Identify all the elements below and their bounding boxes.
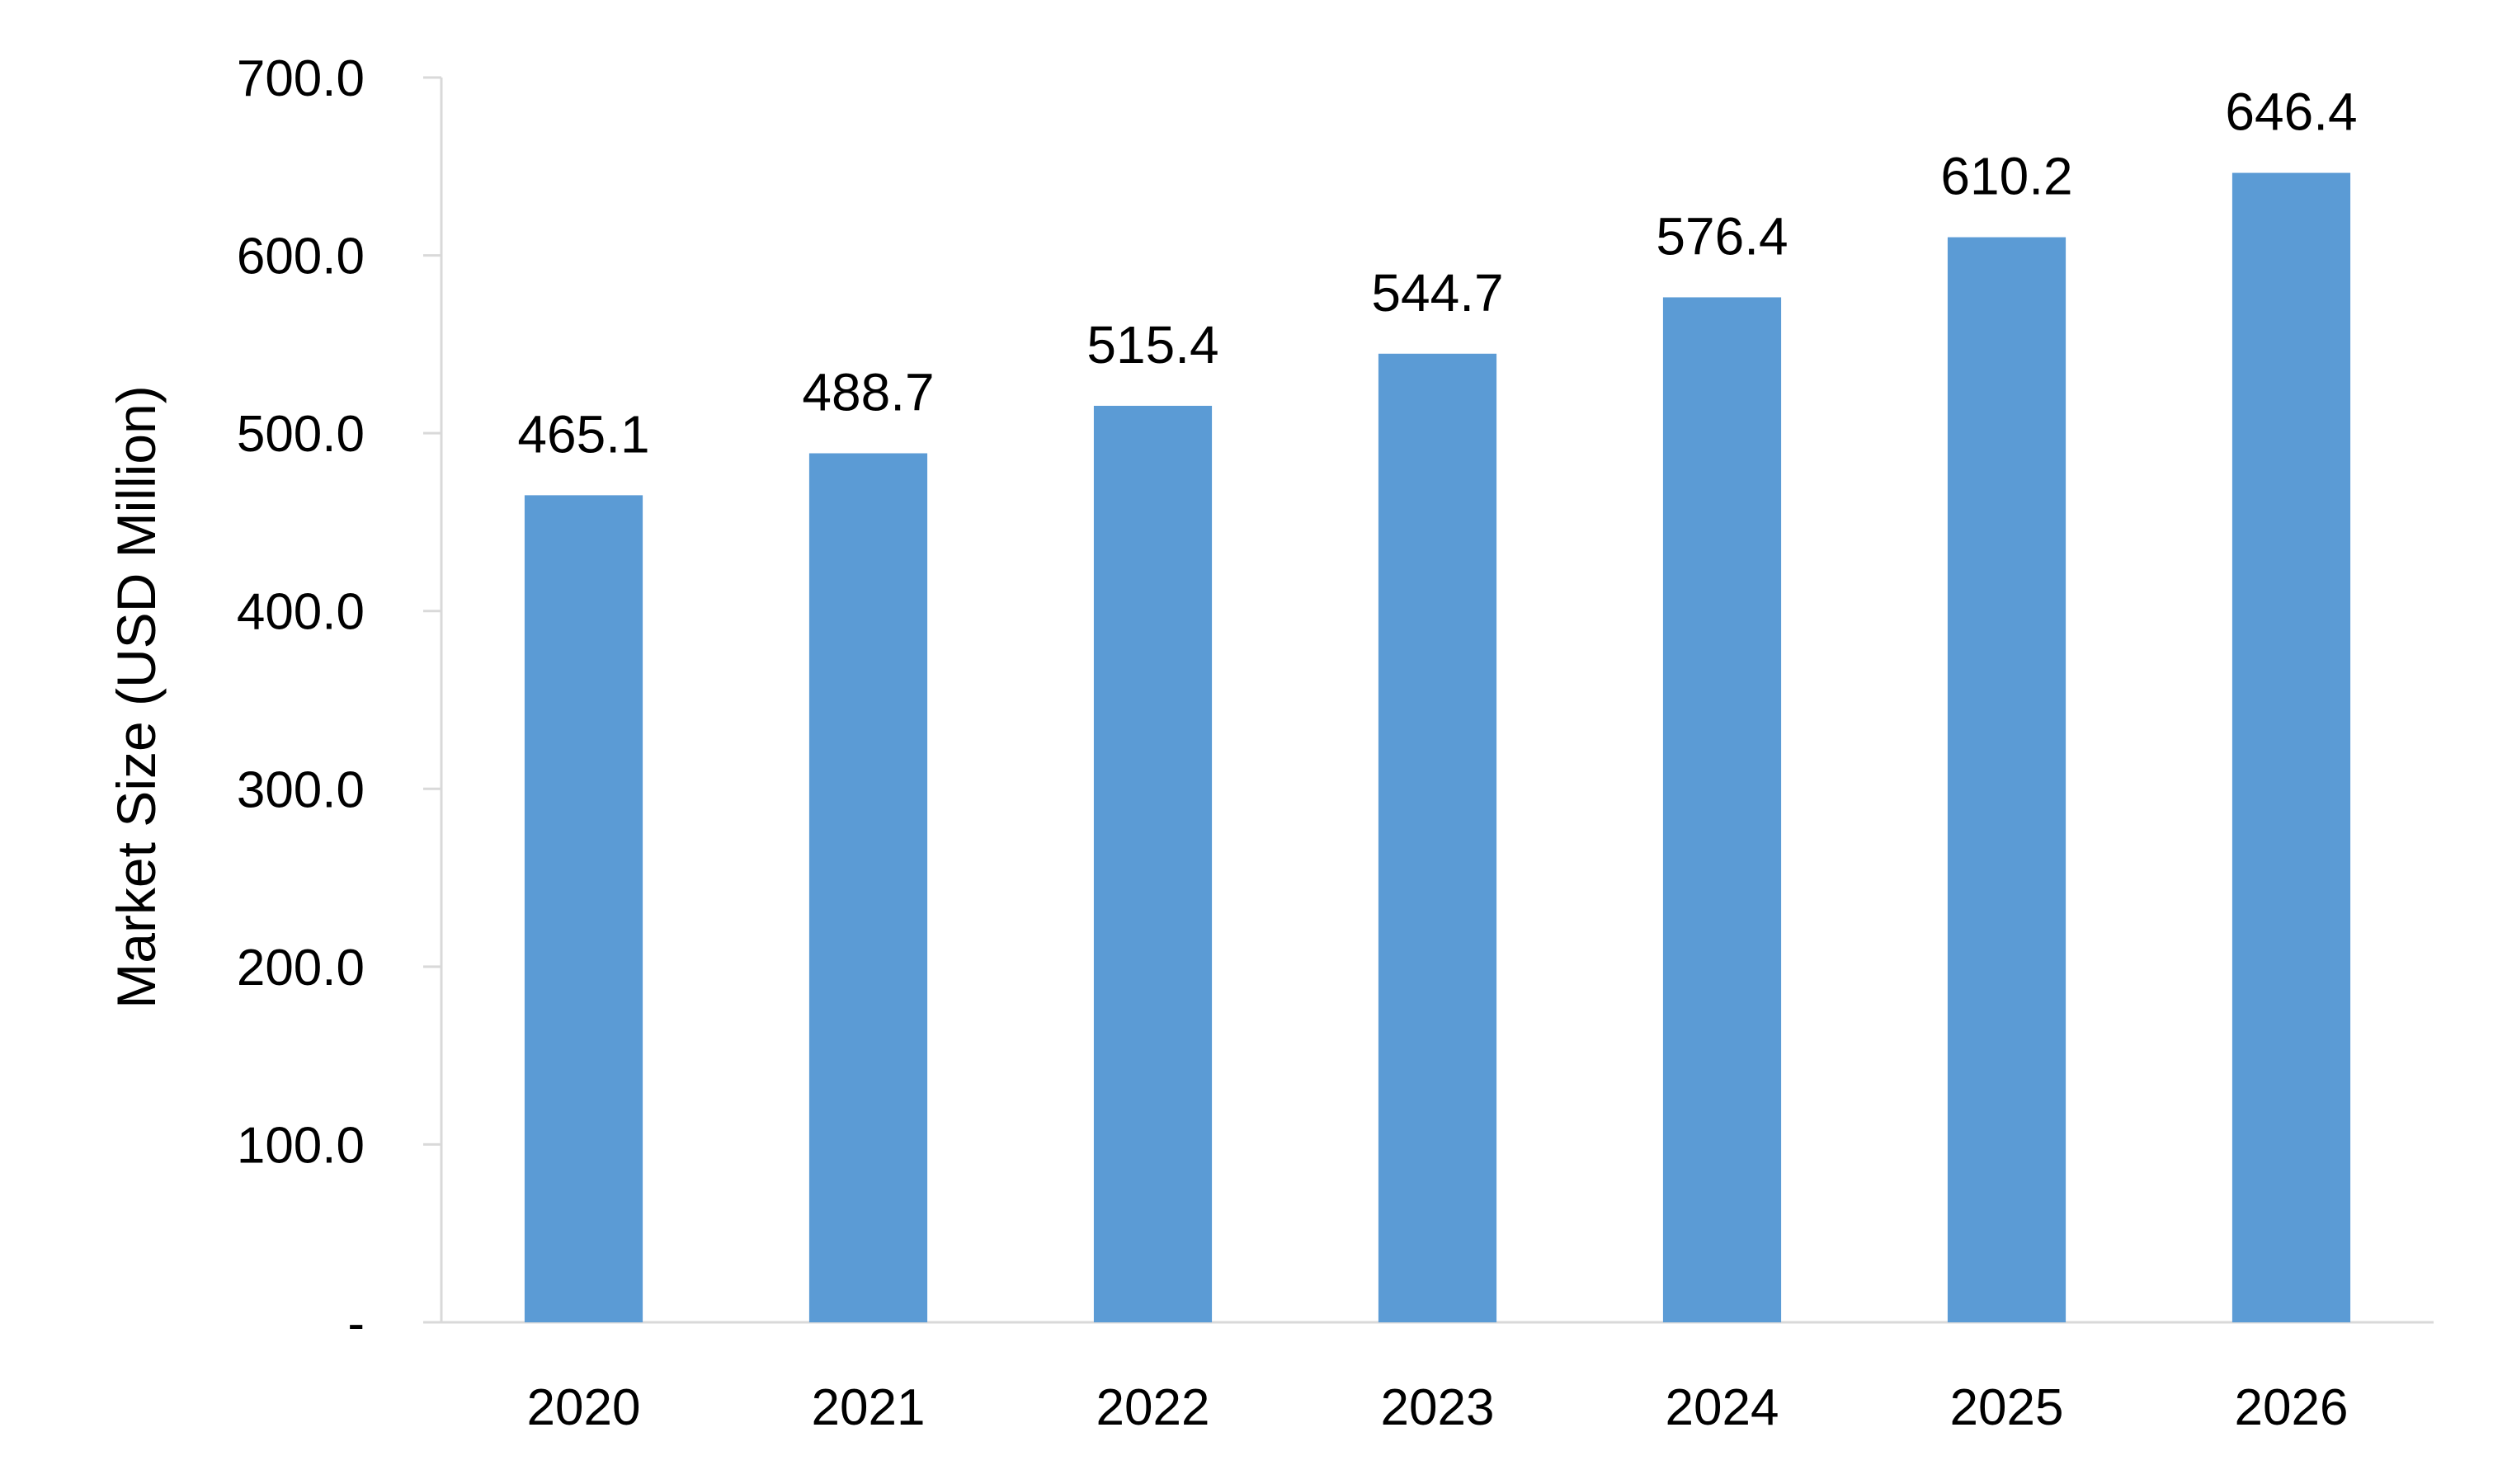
bar: [2231, 172, 2351, 1323]
bar: [1093, 405, 1213, 1323]
bar: [524, 495, 643, 1322]
x-tick-label: 2020: [527, 1379, 641, 1436]
y-tick-label: 700.0: [237, 50, 365, 107]
bar: [1378, 353, 1497, 1322]
y-tick-label: 500.0: [237, 406, 365, 463]
y-tick-label: 200.0: [237, 940, 365, 996]
data-label: 610.2: [1940, 147, 2072, 206]
bar: [808, 453, 928, 1322]
data-label: 488.7: [802, 363, 934, 422]
data-label: 465.1: [517, 404, 649, 464]
y-axis-title: Market Size (USD Million): [106, 385, 167, 1008]
bar: [1662, 297, 1782, 1322]
data-label: 646.4: [2225, 82, 2357, 142]
x-tick-label: 2026: [2235, 1379, 2349, 1436]
x-tick-label: 2024: [1666, 1379, 1779, 1436]
bar: [1947, 237, 2067, 1322]
data-label: 544.7: [1371, 263, 1503, 323]
data-labels: 465.1 488.7 515.4 544.7 576.4 610.2 646.4: [517, 82, 2357, 464]
y-tick-label: 600.0: [237, 228, 365, 285]
y-tick-label: -: [347, 1295, 365, 1352]
y-axis: - 100.0 200.0 300.0 400.0 500.0 600.0 700.0: [237, 50, 443, 1352]
y-tick-label: 300.0: [237, 761, 365, 818]
x-tick-label: 2025: [1950, 1379, 2064, 1436]
x-axis: 2020 2021 2022 2023 2024 2025 2026: [423, 1321, 2434, 1436]
y-tick-label: 100.0: [237, 1117, 365, 1174]
x-tick-label: 2023: [1381, 1379, 1495, 1436]
x-tick-label: 2021: [812, 1379, 926, 1436]
y-tick-label: 400.0: [237, 584, 365, 641]
bars: [524, 172, 2351, 1323]
data-label: 515.4: [1086, 315, 1218, 375]
x-tick-label: 2022: [1096, 1379, 1210, 1436]
data-label: 576.4: [1656, 206, 1788, 266]
